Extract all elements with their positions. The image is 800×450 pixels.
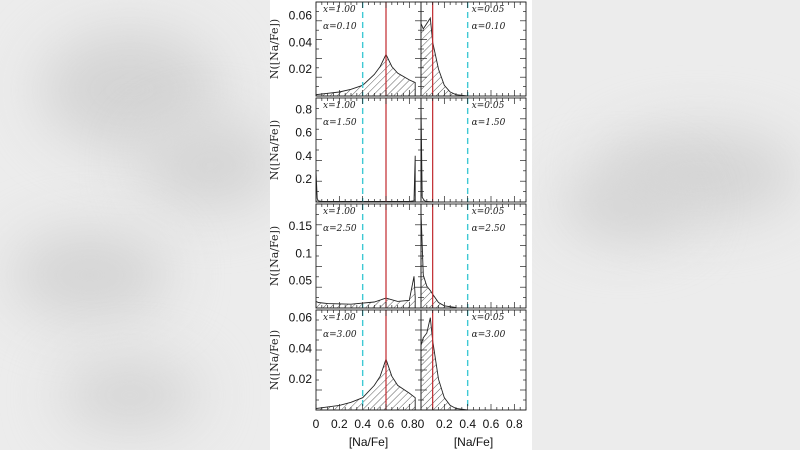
x-axis-label: [Na/Fe]	[349, 435, 388, 449]
panel-frame	[420, 203, 527, 309]
y-axis-label: N([Na/Fe])	[270, 19, 281, 79]
histogram-area	[315, 53, 416, 97]
histogram-area	[420, 16, 468, 97]
panel-r1-c1: x=1.00 α=0.10	[315, 1, 422, 97]
panel-r2-c2: x=0.05 α=1.50	[420, 97, 527, 203]
alpha-parameter-label: α=2.50	[472, 224, 506, 234]
x-axis-label: [Na/Fe]	[454, 435, 493, 449]
y-tick-label: 0.04	[289, 35, 313, 49]
x-tick-label: 0	[418, 417, 425, 431]
x-parameter-label: x=1.00	[323, 5, 356, 15]
backdrop-blob	[140, 120, 280, 210]
x-parameter-label: x=1.00	[323, 207, 356, 217]
y-tick-label: 0.04	[289, 341, 313, 355]
x-parameter-label: x=1.00	[323, 101, 356, 111]
y-tick-label: 0.02	[289, 372, 313, 386]
backdrop-blob	[560, 170, 690, 240]
y-tick-label: 0.02	[289, 62, 313, 76]
x-parameter-label: x=0.05	[472, 207, 505, 217]
x-tick-label: 0.4	[354, 417, 371, 431]
y-tick-label: 0.1	[295, 246, 312, 260]
alpha-parameter-label: α=1.50	[323, 118, 357, 128]
x-parameter-label: x=0.05	[472, 313, 505, 323]
panel-frame	[315, 203, 422, 309]
x-tick-label: 0.8	[401, 417, 418, 431]
panel-r1-c2: x=0.05 α=0.10	[420, 1, 527, 97]
x-parameter-label: x=0.05	[472, 5, 505, 15]
alpha-parameter-label: α=3.00	[323, 330, 357, 340]
x-tick-label: 0.2	[331, 417, 348, 431]
panel-r3-c1: x=1.00 α=2.50	[315, 203, 422, 309]
histogram-area	[315, 276, 416, 309]
y-tick-label: 0.06	[289, 8, 313, 22]
figure-page: 0.02 0.04 0.06 N([Na/Fe]) x=1.00 α=0.10 x=0.05…	[270, 0, 532, 450]
histogram-grid-figure: 0.020.040.06N([Na/Fe])x=1.00α=0.10x=0.05…	[270, 1, 527, 449]
x-tick-label: 0.6	[378, 417, 395, 431]
y-axis-label: N([Na/Fe])	[270, 120, 281, 180]
y-tick-label: 0.05	[289, 274, 313, 288]
backdrop-blob	[10, 230, 170, 320]
y-tick-label: 0.6	[295, 126, 312, 140]
alpha-parameter-label: α=1.50	[472, 118, 506, 128]
histogram-area	[420, 212, 457, 309]
backdrop-blob	[60, 360, 200, 430]
x-tick-label: 0.6	[483, 417, 500, 431]
x-tick-label: 0.2	[436, 417, 453, 431]
y-tick-label: 0.2	[295, 172, 312, 186]
x-parameter-label: x=1.00	[323, 313, 356, 323]
alpha-parameter-label: α=2.50	[323, 224, 357, 234]
x-parameter-label: x=0.05	[472, 101, 505, 111]
y-tick-label: 0.06	[289, 311, 313, 325]
panel-r4-c1: x=1.00 α=3.00	[315, 309, 422, 411]
y-axis-label: N([Na/Fe])	[270, 330, 281, 390]
x-tick-label: 0	[313, 417, 320, 431]
panel-r3-c2: x=0.05 α=2.50	[420, 203, 527, 309]
histogram-area	[420, 317, 468, 411]
histogram-area	[315, 155, 416, 203]
y-axis-label: N([Na/Fe])	[270, 226, 281, 286]
x-tick-label: 0.8	[506, 417, 523, 431]
alpha-parameter-label: α=0.10	[323, 22, 357, 32]
x-tick-label: 0.4	[459, 417, 476, 431]
y-tick-label: 0.8	[295, 103, 312, 117]
y-tick-label: 0.15	[289, 219, 313, 233]
alpha-parameter-label: α=0.10	[472, 22, 506, 32]
panel-frame	[315, 97, 422, 203]
panel-frame	[420, 97, 527, 203]
panel-r4-c2: x=0.05 α=3.00	[420, 309, 527, 411]
alpha-parameter-label: α=3.00	[472, 330, 506, 340]
panel-r2-c1: x=1.00 α=1.50	[315, 97, 422, 203]
y-tick-label: 0.4	[295, 149, 312, 163]
histogram-area	[315, 357, 416, 411]
